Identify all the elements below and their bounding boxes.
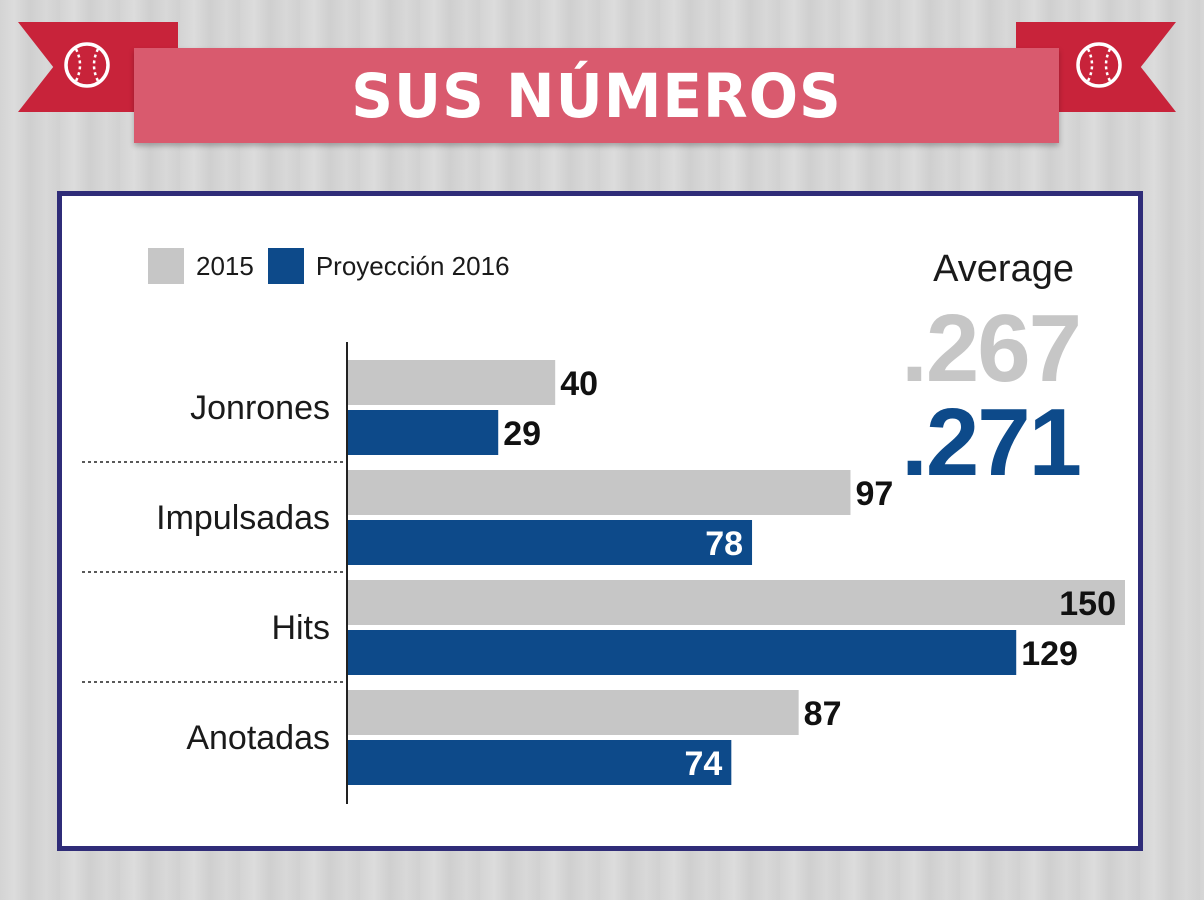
data-label: 78 [705, 525, 743, 563]
category-label: Anotadas [186, 719, 330, 757]
bar-impulsadas-2015 [348, 470, 851, 515]
data-label: 74 [684, 745, 722, 783]
average-label: Average [933, 248, 1074, 290]
data-label: 97 [855, 475, 893, 513]
average-2016-value: .271 [901, 389, 1082, 496]
legend-label-2015: 2015 [196, 250, 254, 281]
bar-chart: Jonrones 40 29 Impulsadas 97 78 Hits 150 129 Anot… [82, 342, 1125, 804]
bar-jonrones-2016 [348, 410, 499, 455]
data-label: 129 [1021, 635, 1078, 673]
bar-anotadas-2016 [348, 740, 732, 785]
bar-jonrones-2015 [348, 360, 556, 405]
chart-panel: 2015 Proyección 2016 Average .267 .271 J… [57, 191, 1143, 851]
data-label: 40 [560, 365, 598, 403]
title-banner: SUS NÚMEROS [134, 48, 1059, 143]
data-label: 87 [804, 695, 842, 733]
legend-swatch-2016 [267, 248, 304, 284]
category-label: Impulsadas [156, 499, 330, 537]
category-label: Jonrones [190, 389, 330, 427]
legend-swatch-2015 [148, 248, 184, 284]
bar-hits-2016 [348, 630, 1017, 675]
bar-impulsadas-2016 [348, 520, 753, 565]
legend: 2015 Proyección 2016 [148, 248, 524, 284]
legend-label-2016: Proyección 2016 [315, 250, 510, 281]
average-2015-value: .267 [901, 295, 1082, 402]
baseball-icon [1076, 42, 1122, 88]
page-title: SUS NÚMEROS [351, 59, 842, 132]
data-label: 29 [503, 415, 541, 453]
data-label: 150 [1059, 585, 1116, 623]
category-label: Hits [271, 609, 330, 647]
baseball-icon [64, 42, 110, 88]
bar-hits-2015 [348, 580, 1125, 625]
bar-anotadas-2015 [348, 690, 799, 735]
